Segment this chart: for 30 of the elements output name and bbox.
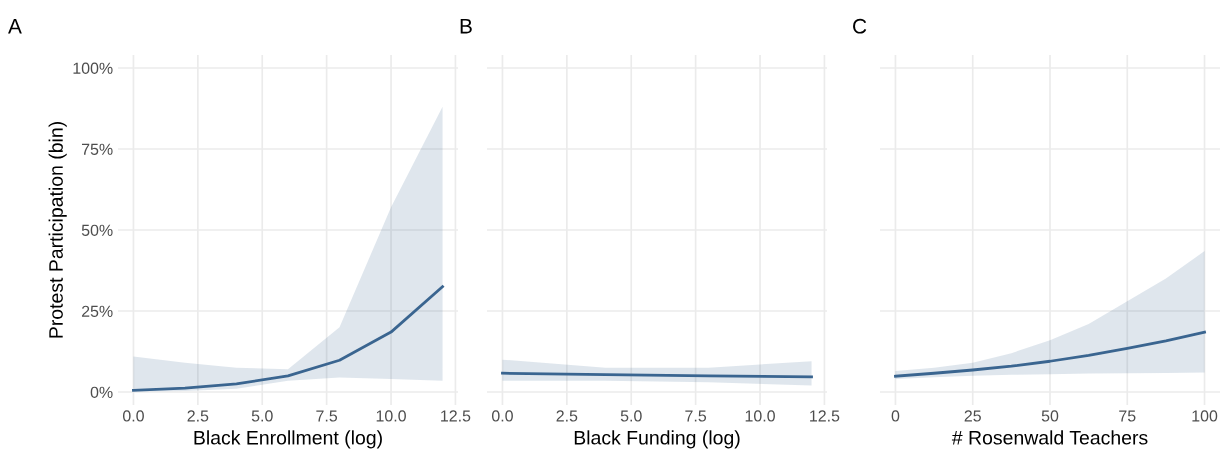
y-tick-label: 25% xyxy=(81,305,113,317)
x-axis-title: # Rosenwald Teachers xyxy=(951,430,1148,445)
x-tick-label: 12.5 xyxy=(810,410,840,422)
line-series xyxy=(132,285,444,392)
x-tick-label: 2.5 xyxy=(187,410,209,422)
chart-title: B xyxy=(460,19,472,34)
x-tick-label: 12.5 xyxy=(441,410,471,422)
x-tick-label: 7.5 xyxy=(685,410,707,422)
x-tick-label: 100 xyxy=(1192,410,1218,422)
x-tick-label: 25 xyxy=(964,410,981,422)
x-tick-label: 5.0 xyxy=(620,410,642,422)
x-tick-label: 50 xyxy=(1041,410,1059,422)
y-axis-title: Protest Participation (bin) xyxy=(48,122,67,338)
y-tick-label: 0% xyxy=(90,386,113,398)
x-tick-label: 5.0 xyxy=(251,410,273,422)
chart-title: C xyxy=(853,18,867,34)
x-tick-label: 10.0 xyxy=(376,410,406,422)
y-tick-label: 100% xyxy=(73,62,113,74)
x-axis-title: Black Enrollment (log) xyxy=(194,430,382,449)
chart-title: A xyxy=(8,19,22,34)
x-tick-label: 10.0 xyxy=(745,410,775,422)
x-tick-label: 0.0 xyxy=(491,410,513,422)
x-tick-label: 7.5 xyxy=(316,410,338,422)
x-axis-title: Black Funding (log) xyxy=(574,430,740,449)
x-tick-label: 2.5 xyxy=(556,410,578,422)
y-tick-label: 50% xyxy=(81,224,113,236)
x-tick-label: 0 xyxy=(891,410,900,422)
x-tick-label: 75 xyxy=(1119,410,1136,422)
x-tick-label: 0.0 xyxy=(122,410,144,422)
y-tick-label: 75% xyxy=(81,143,113,155)
